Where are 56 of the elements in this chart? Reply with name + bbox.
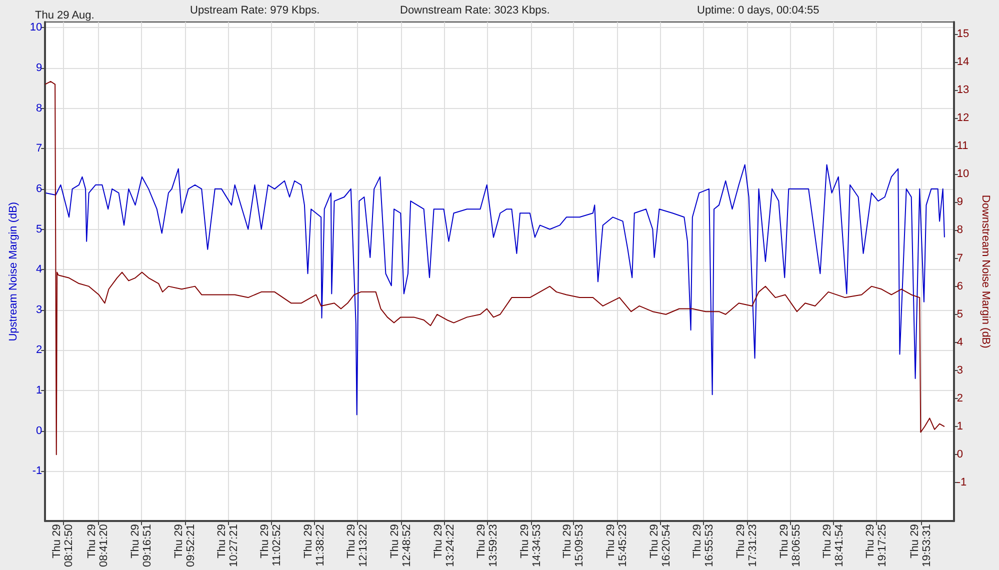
x-tick-label: Thu 29 15:45:23 [605,524,630,568]
x-tick-label: Thu 29 12:13:22 [346,524,370,568]
y2-tick-label: 8 [956,224,963,236]
y2-tick-label: 13 [956,84,970,96]
y2-tick-label: 1 [956,420,963,433]
y2-tick-label: 0 [956,448,963,461]
y-tick-label: 8 [36,102,42,114]
y-tick-label: 5 [36,223,42,236]
chart-title: Thu 29 Aug. [35,10,94,22]
y2-tick-label: 7 [956,252,963,264]
text: Uptime: 0 days, 00:04:55 [697,4,820,16]
x-tick-label: Thu 29 16:55:53 [691,524,716,568]
y2-tick-label: 12 [956,112,970,124]
x-tick-label: Thu 29 18:41:54 [821,524,846,568]
x-tick-label: Thu 29 19:53:31 [908,524,933,568]
x-tick-label: Thu 29 16:20:54 [648,524,673,568]
x-tick-label: Thu 29 08:12:50 [51,524,76,568]
x-tick-label: Thu 29 08:41:20 [86,524,110,568]
y-tick-label: 7 [36,142,42,155]
y2-tick-label: 9 [956,196,963,208]
y-tick-label: 9 [36,62,42,74]
y-tick-label: -1 [32,465,42,478]
y2-tick-label: 2 [956,392,963,405]
x-tick-label: Thu 29 13:59:23 [475,524,500,568]
y-tick-label: 3 [36,304,42,316]
y2-tick-label: 14 [956,56,970,68]
y2-tick-label: -1 [956,476,967,489]
y-tick-label: 0 [36,424,42,437]
x-tick-label: Thu 29 11:38:22 [302,524,327,566]
y2-tick-label: 10 [956,168,970,180]
y2-tick-label: 6 [956,280,963,292]
y2-axis-title: Downstream Noise Margin (dB) [980,194,992,348]
x-tick-label: Thu 29 17:31:23 [734,524,759,568]
x-tick-label: Thu 29 12:48:52 [389,524,414,568]
text: Downstream Rate: 3023 Kbps. [400,4,550,16]
y-tick-label: 6 [36,182,42,195]
x-tick-label: Thu 29 09:16:51 [129,524,154,568]
y2-tick-label: 3 [956,364,963,376]
y2-tick-label: 5 [956,308,963,320]
x-tick-label: Thu 29 09:52:21 [172,524,197,568]
y-tick-label: 2 [36,344,42,356]
y-tick-label: 10 [30,22,42,34]
x-tick-label: Thu 29 13:24:22 [432,524,456,568]
x-tick-label: Thu 29 18:06:55 [778,524,802,568]
x-tick-label: Thu 29 14:34:53 [518,524,543,568]
y-axis-title: Upstream Noise Margin (dB) [8,202,20,342]
y2-tick-label: 15 [956,28,970,40]
text: Upstream Rate: 979 Kbps. [190,4,320,16]
x-tick-label: Thu 29 11:02:52 [259,524,284,566]
y-tick-label: 4 [36,264,42,276]
x-tick-label: Thu 29 10:27:21 [216,524,240,568]
y-tick-label: 1 [36,384,42,397]
x-tick-label: Thu 29 19:17:25 [864,524,889,568]
y2-tick-label: 11 [956,140,968,152]
y2-tick-label: 4 [956,336,963,348]
x-tick-label: Thu 29 15:09:53 [562,524,586,568]
